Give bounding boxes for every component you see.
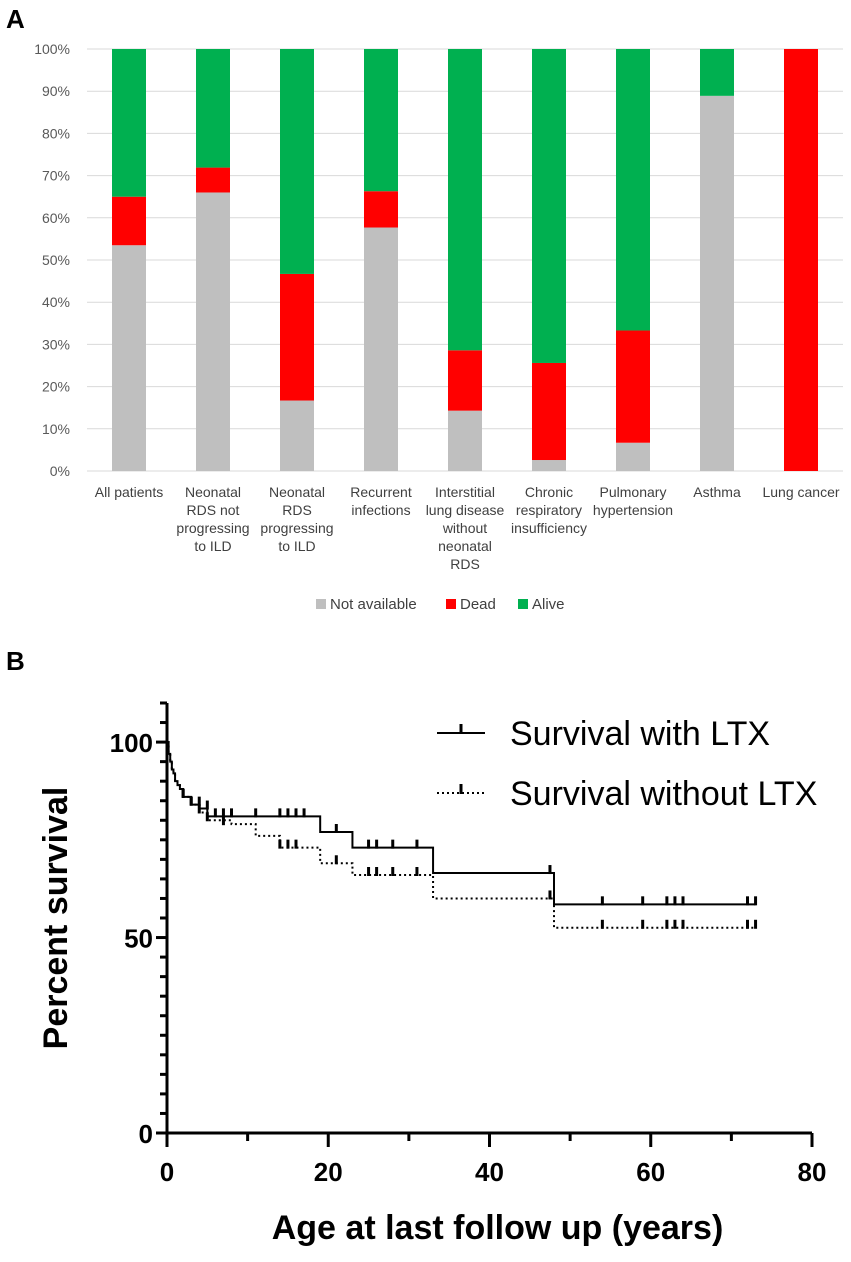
bar-segment bbox=[616, 330, 650, 443]
x-category-label-line: RDS bbox=[450, 556, 480, 572]
x-category-label-line: insufficiency bbox=[511, 520, 587, 536]
bar-segment bbox=[532, 362, 566, 461]
bar-segment bbox=[112, 245, 146, 471]
bar-segment bbox=[616, 442, 650, 471]
panel-b-label: B bbox=[6, 646, 25, 676]
bar-segment bbox=[784, 49, 818, 471]
x-category-label-line: All patients bbox=[95, 484, 163, 500]
x-category-label-line: hypertension bbox=[593, 502, 673, 518]
y-tick-label: 10% bbox=[42, 421, 70, 437]
legend-label: Alive bbox=[532, 596, 565, 613]
x-category-label-line: neonatal bbox=[438, 538, 492, 554]
x-category-label: Neonatal RDS progressing to ILD bbox=[260, 484, 333, 554]
x-tick-label: 60 bbox=[636, 1157, 665, 1187]
bar-segment bbox=[616, 49, 650, 331]
bar-segment bbox=[448, 49, 482, 351]
bar-segment bbox=[448, 410, 482, 471]
bar-segment bbox=[280, 400, 314, 471]
y-tick-label: 100% bbox=[34, 41, 70, 57]
y-tick-label: 50 bbox=[124, 924, 153, 954]
x-category-label-line: Pulmonary bbox=[600, 484, 667, 500]
x-category-label: Interstitial lung disease without neonatal R… bbox=[426, 484, 505, 572]
bar-segment bbox=[364, 227, 398, 471]
legend-label: Survival with LTX bbox=[510, 715, 770, 753]
x-axis-label: Age at last follow up (years) bbox=[272, 1209, 724, 1247]
bar-segment bbox=[112, 49, 146, 197]
survival-curve-with-ltx bbox=[167, 741, 756, 906]
legend-swatch bbox=[518, 599, 528, 609]
bar-segment bbox=[364, 49, 398, 192]
y-tick-label: 0 bbox=[139, 1119, 153, 1149]
x-category-label-line: RDS bbox=[282, 502, 312, 518]
x-category-label-line: infections bbox=[351, 502, 410, 518]
x-category-label-line: Chronic bbox=[525, 484, 573, 500]
x-category-label-line: respiratory bbox=[516, 502, 582, 518]
x-category-label: Lung cancer bbox=[762, 484, 839, 500]
y-tick-label: 60% bbox=[42, 210, 70, 226]
bar-segment bbox=[364, 191, 398, 228]
survival-curve-without-ltx bbox=[167, 741, 756, 929]
legend-label: Not available bbox=[330, 596, 417, 613]
x-category-label-line: lung disease bbox=[426, 502, 505, 518]
x-category-label: All patients bbox=[95, 484, 163, 500]
x-category-label-line: Recurrent bbox=[350, 484, 412, 500]
x-category-label-line: Interstitial bbox=[435, 484, 495, 500]
bar-segment bbox=[112, 196, 146, 246]
bar-segment bbox=[196, 49, 230, 168]
y-tick-label: 80% bbox=[42, 125, 70, 141]
legend-swatch bbox=[316, 599, 326, 609]
legend-label: Survival without LTX bbox=[510, 775, 817, 813]
legend-label: Dead bbox=[460, 596, 496, 613]
x-category-label: Neonatal RDS not progressing to ILD bbox=[176, 484, 249, 554]
x-category-label-line: without bbox=[442, 520, 487, 536]
x-tick-label: 80 bbox=[798, 1157, 827, 1187]
x-tick-label: 40 bbox=[475, 1157, 504, 1187]
x-category-label-line: progressing bbox=[176, 520, 249, 536]
x-category-label-line: RDS not bbox=[187, 502, 240, 518]
panel-b-chart: B 0 50 100 0 20 40 60 80 Age at last follow up (… bbox=[6, 646, 827, 1247]
x-tick-label: 0 bbox=[160, 1157, 174, 1187]
panel-a-chart: A 0% 10% 20% 30% 40% 50% 60% 70% 80% 90% 100% All p… bbox=[6, 4, 843, 613]
x-category-label: Pulmonary hypertension bbox=[593, 484, 673, 518]
bar-segment bbox=[280, 273, 314, 401]
x-category-label: Chronic respiratory insufficiency bbox=[511, 484, 587, 536]
panel-a-label: A bbox=[6, 4, 25, 34]
bar-segment bbox=[532, 49, 566, 363]
x-category-label-line: to ILD bbox=[194, 538, 231, 554]
bar-segment bbox=[196, 192, 230, 472]
y-tick-label: 20% bbox=[42, 379, 70, 395]
bar-segment bbox=[448, 350, 482, 411]
y-tick-label: 70% bbox=[42, 168, 70, 184]
y-tick-label: 0% bbox=[50, 463, 70, 479]
bar-segment bbox=[280, 49, 314, 274]
x-category-label-line: Neonatal bbox=[185, 484, 241, 500]
y-axis-label: Percent survival bbox=[37, 787, 75, 1050]
x-tick-label: 20 bbox=[314, 1157, 343, 1187]
x-category-label-line: to ILD bbox=[278, 538, 315, 554]
x-category-label: Recurrent infections bbox=[350, 484, 412, 518]
x-category-label-line: Lung cancer bbox=[762, 484, 839, 500]
bar-segment bbox=[700, 49, 734, 96]
x-category-label: Asthma bbox=[693, 484, 741, 500]
legend-swatch bbox=[446, 599, 456, 609]
y-tick-label: 30% bbox=[42, 336, 70, 352]
x-category-label-line: Asthma bbox=[693, 484, 741, 500]
bar-segment bbox=[700, 95, 734, 471]
y-tick-label: 100 bbox=[110, 728, 153, 758]
y-tick-label: 40% bbox=[42, 294, 70, 310]
bar-segment bbox=[532, 460, 566, 471]
y-tick-label: 90% bbox=[42, 83, 70, 99]
y-tick-label: 50% bbox=[42, 252, 70, 268]
bar-segment bbox=[196, 167, 230, 193]
x-category-label-line: progressing bbox=[260, 520, 333, 536]
x-category-label-line: Neonatal bbox=[269, 484, 325, 500]
